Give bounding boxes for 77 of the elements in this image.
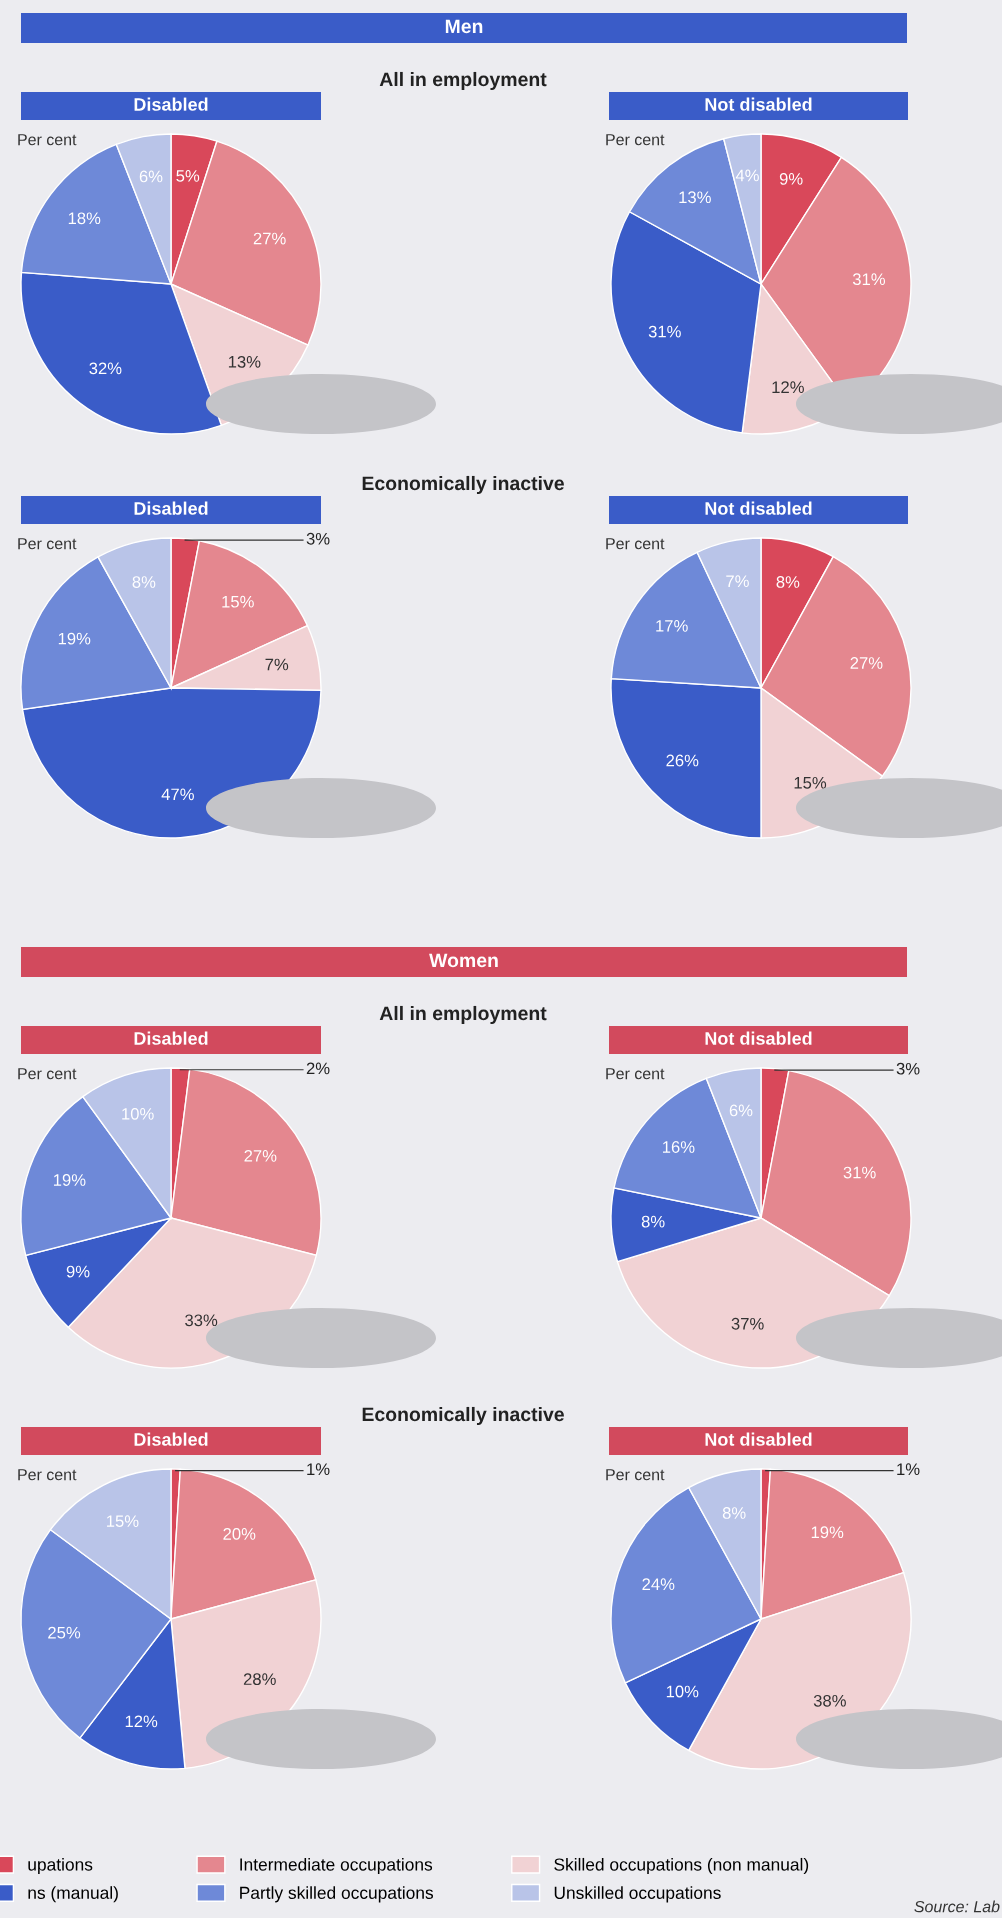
chart-subtitle: Per cent (606, 1469, 665, 1481)
chart-title: Not disabled (705, 501, 812, 515)
chart-title: Not disabled (705, 97, 812, 111)
data-label: 17% (656, 620, 688, 632)
data-label: 19% (53, 1174, 86, 1186)
chart-title: Disabled (134, 501, 208, 515)
data-label: 33% (185, 1314, 218, 1327)
chart-subtitle: Per cent (18, 538, 77, 550)
data-label: 12% (125, 1715, 158, 1728)
text: Men (445, 19, 483, 34)
data-label: 1% (897, 1463, 920, 1475)
chart-subtitle: Per cent (606, 1068, 665, 1080)
data-label: 8% (776, 576, 800, 588)
chart-subtitle: Per cent (18, 134, 77, 146)
data-label: 37% (731, 1317, 764, 1330)
text: Women (429, 953, 498, 968)
data-label: 32% (89, 362, 122, 375)
data-label: 1% (307, 1463, 330, 1475)
legend-label: Skilled occupations (non manual) (554, 1857, 809, 1875)
legend-label: upations (28, 1857, 93, 1875)
data-label: 10% (122, 1107, 154, 1120)
data-label: 31% (852, 273, 886, 286)
text: Economically inactive (362, 475, 564, 495)
chart-subtitle: Per cent (606, 134, 665, 146)
chart-title: Disabled (134, 1031, 208, 1045)
data-label: 3% (896, 1062, 920, 1075)
data-label: 38% (813, 1694, 846, 1707)
text: All in employment (379, 71, 547, 91)
data-label: 15% (794, 776, 827, 789)
data-label: 18% (68, 212, 101, 225)
text: Economically inactive (362, 1406, 564, 1426)
data-label: 15% (222, 595, 254, 608)
chart-title: Not disabled (705, 1432, 812, 1446)
legend-label: Partly skilled occupations (240, 1886, 434, 1903)
legend-label: ns (manual) (28, 1886, 118, 1903)
data-label: 9% (66, 1265, 90, 1278)
data-label: 31% (843, 1166, 876, 1179)
data-label: 27% (850, 657, 883, 669)
data-label: 28% (243, 1673, 276, 1686)
data-label: 13% (679, 191, 711, 204)
data-label: 27% (244, 1149, 277, 1162)
data-label: 8% (132, 576, 156, 588)
data-label: 19% (811, 1526, 844, 1539)
data-label: 19% (58, 632, 91, 645)
data-label: 27% (253, 232, 286, 245)
data-label: 26% (666, 754, 699, 767)
data-label: 7% (265, 658, 289, 671)
chart-subtitle: Per cent (18, 1469, 77, 1481)
data-label: 24% (642, 1578, 675, 1591)
data-label: 25% (48, 1626, 81, 1639)
data-label: 10% (666, 1685, 699, 1698)
source-note: Source: Lab (914, 1900, 1000, 1913)
data-label: 9% (779, 172, 803, 185)
legend-label: Intermediate occupations (240, 1857, 433, 1875)
data-label: 2% (306, 1062, 330, 1075)
data-label: 20% (223, 1527, 256, 1540)
chart-subtitle: Per cent (606, 538, 665, 550)
data-label: 12% (772, 381, 804, 394)
data-label: 4% (735, 169, 759, 182)
data-label: 47% (161, 788, 194, 801)
data-label: 6% (729, 1104, 753, 1117)
legend-label: Unskilled occupations (554, 1886, 721, 1903)
chart-subtitle: Per cent (18, 1068, 77, 1080)
data-label: 5% (176, 170, 200, 182)
data-label: 15% (107, 1515, 139, 1528)
data-label: 31% (648, 325, 681, 338)
data-label: 6% (139, 170, 163, 183)
data-label: 7% (726, 575, 749, 588)
text: All in employment (379, 1005, 547, 1025)
data-label: 13% (228, 355, 261, 368)
chart-title: Not disabled (705, 1031, 812, 1045)
data-label: 3% (306, 532, 330, 545)
chart-title: Disabled (134, 97, 208, 111)
data-label: 8% (641, 1215, 665, 1228)
data-label: 16% (662, 1141, 695, 1153)
data-label: 8% (722, 1507, 746, 1519)
chart-title: Disabled (134, 1432, 208, 1446)
